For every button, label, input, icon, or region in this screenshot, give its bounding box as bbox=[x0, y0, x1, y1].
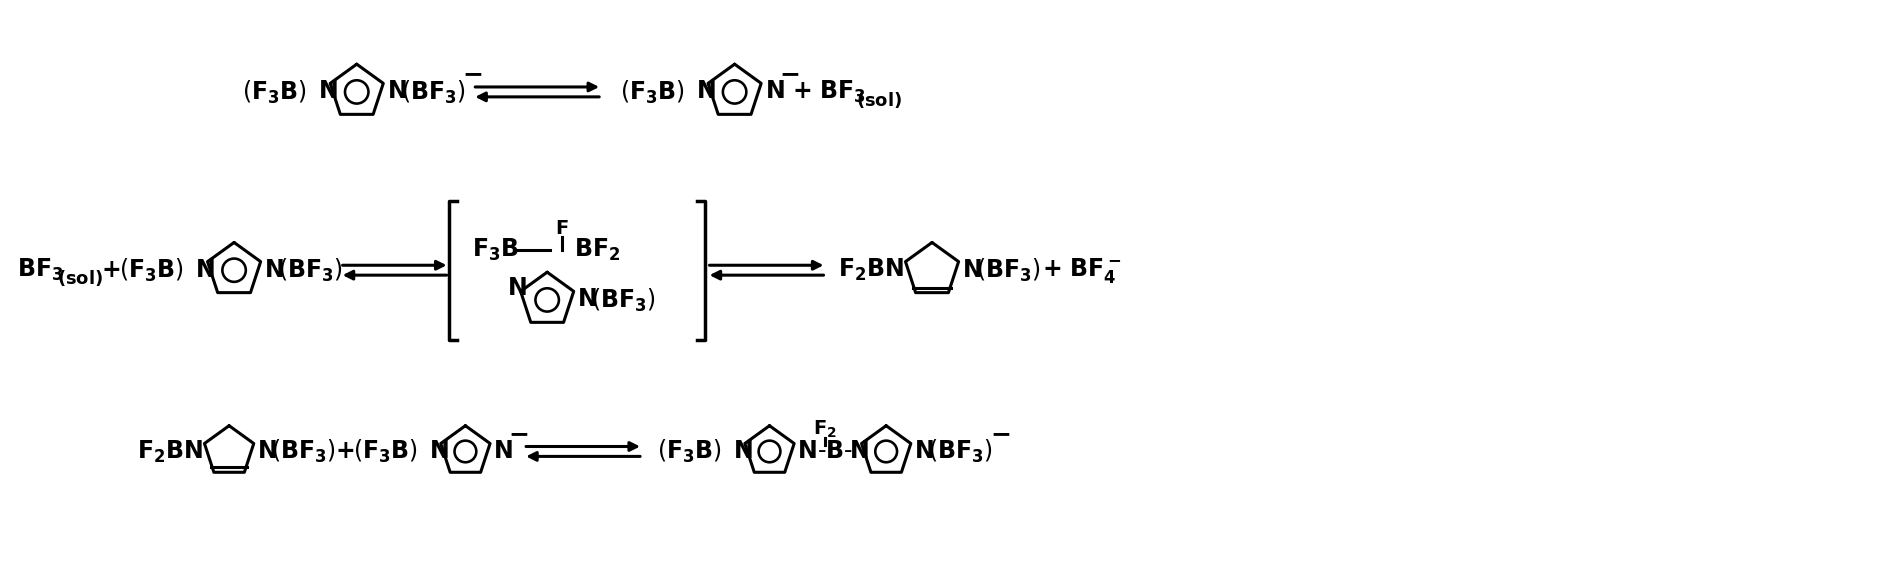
Text: $\mathbf{\text{-}B\text{-}}$: $\mathbf{\text{-}B\text{-}}$ bbox=[817, 440, 852, 463]
Text: $(\mathbf{F_3B})$: $(\mathbf{F_3B})$ bbox=[119, 257, 185, 284]
Text: $(\mathbf{F_3B})$: $(\mathbf{F_3B})$ bbox=[353, 438, 417, 465]
Text: $\mathbf{F_2BN}$: $\mathbf{F_2BN}$ bbox=[138, 438, 204, 464]
Text: $\mathbf{BF_2}$: $\mathbf{BF_2}$ bbox=[573, 237, 620, 264]
Text: $\mathbf{N}$: $\mathbf{N}$ bbox=[732, 440, 753, 463]
Text: $\mathbf{F_2}$: $\mathbf{F_2}$ bbox=[813, 419, 837, 441]
Text: $(\mathbf{BF_3})$: $(\mathbf{BF_3})$ bbox=[272, 438, 336, 465]
Text: $\mathbf{+\ BF_4^-}$: $\mathbf{+\ BF_4^-}$ bbox=[1041, 255, 1120, 285]
Text: $\mathbf{+}$: $\mathbf{+}$ bbox=[102, 259, 121, 282]
Text: $\mathbf{-}$: $\mathbf{-}$ bbox=[509, 422, 528, 445]
Text: $\mathbf{N}$: $\mathbf{N}$ bbox=[798, 440, 817, 463]
Text: $\mathbf{N}$: $\mathbf{N}$ bbox=[256, 440, 277, 463]
Text: $\mathbf{N}$: $\mathbf{N}$ bbox=[428, 440, 449, 463]
Text: $(\mathbf{BF_3})$: $(\mathbf{BF_3})$ bbox=[590, 286, 656, 314]
Text: $\mathbf{F}$: $\mathbf{F}$ bbox=[554, 219, 570, 237]
Text: $\mathbf{N}$: $\mathbf{N}$ bbox=[494, 440, 513, 463]
Text: $(\mathbf{F_3B})$: $(\mathbf{F_3B})$ bbox=[656, 438, 722, 465]
Text: $\mathbf{N}$: $\mathbf{N}$ bbox=[264, 259, 283, 282]
Text: $(\mathbf{F_3B})$: $(\mathbf{F_3B})$ bbox=[620, 79, 685, 105]
Text: $\mathbf{N}$: $\mathbf{N}$ bbox=[764, 80, 785, 104]
Text: $\mathbf{N}$: $\mathbf{N}$ bbox=[696, 80, 715, 104]
Text: $(\mathbf{BF_3})$: $(\mathbf{BF_3})$ bbox=[975, 257, 1041, 284]
Text: $\mathbf{N}$: $\mathbf{N}$ bbox=[319, 80, 338, 104]
Text: $(\mathbf{BF_3})$: $(\mathbf{BF_3})$ bbox=[400, 79, 466, 105]
Text: $(\mathbf{BF_3})$: $(\mathbf{BF_3})$ bbox=[277, 257, 343, 284]
Text: $\mathbf{+\ BF_3}$: $\mathbf{+\ BF_3}$ bbox=[792, 79, 866, 105]
Text: $\mathbf{(sol)}$: $\mathbf{(sol)}$ bbox=[856, 90, 903, 110]
Text: $\mathbf{N}$: $\mathbf{N}$ bbox=[577, 289, 596, 311]
Text: $\mathbf{N}$: $\mathbf{N}$ bbox=[507, 276, 526, 300]
Text: $(\mathbf{F_3B})$: $(\mathbf{F_3B})$ bbox=[241, 79, 307, 105]
Text: $\mathbf{BF_3}$: $\mathbf{BF_3}$ bbox=[17, 257, 64, 283]
Text: $\mathbf{-}$: $\mathbf{-}$ bbox=[779, 63, 800, 86]
Text: $\mathbf{N}$: $\mathbf{N}$ bbox=[915, 440, 934, 463]
Text: $\mathbf{-}$: $\mathbf{-}$ bbox=[462, 63, 483, 86]
Text: $(\mathbf{BF_3})$: $(\mathbf{BF_3})$ bbox=[928, 438, 992, 465]
Text: $\mathbf{F_2BN}$: $\mathbf{F_2BN}$ bbox=[837, 257, 905, 283]
Text: $\mathbf{-}$: $\mathbf{-}$ bbox=[990, 422, 1011, 445]
Text: $\mathbf{N}$: $\mathbf{N}$ bbox=[387, 80, 405, 104]
Text: $\mathbf{N}$: $\mathbf{N}$ bbox=[849, 440, 869, 463]
Text: $\mathbf{+}$: $\mathbf{+}$ bbox=[336, 440, 355, 463]
Text: $\mathbf{N}$: $\mathbf{N}$ bbox=[196, 259, 215, 282]
Text: $\mathbf{(sol)}$: $\mathbf{(sol)}$ bbox=[57, 268, 104, 288]
Text: $\mathbf{F_3B}$: $\mathbf{F_3B}$ bbox=[472, 237, 519, 264]
Text: $\mathbf{N}$: $\mathbf{N}$ bbox=[962, 259, 981, 282]
